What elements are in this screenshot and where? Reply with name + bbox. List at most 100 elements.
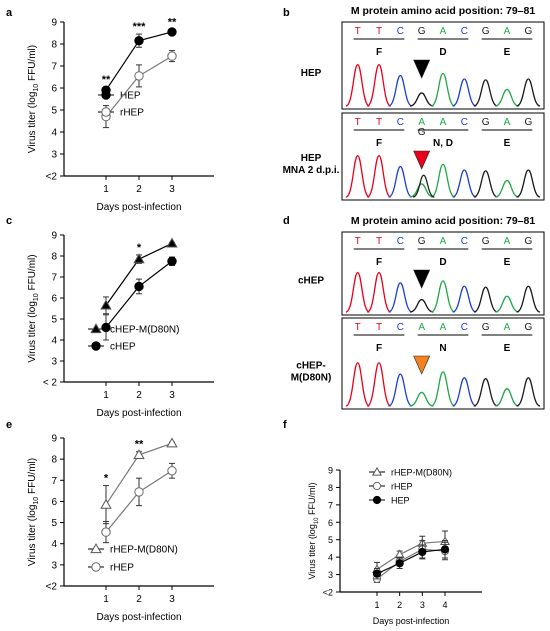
significance-marker: ** xyxy=(102,74,111,86)
trace-peak xyxy=(516,169,541,198)
base-call: T xyxy=(355,26,361,37)
x-axis-label: Days post-infection xyxy=(373,616,450,626)
series-cHEP xyxy=(101,256,177,341)
legend-marker xyxy=(90,543,102,554)
legend-label: cHEP-M(D80N) xyxy=(110,325,179,336)
sample-label: M(D80N) xyxy=(291,372,332,383)
y-tick-label: 8 xyxy=(51,252,57,263)
secondary-base-call: G xyxy=(418,127,426,138)
trace-peak xyxy=(495,88,519,107)
base-call: C xyxy=(461,236,468,247)
significance-marker: * xyxy=(137,242,142,254)
data-point xyxy=(133,449,145,460)
y-tick-label: 7 xyxy=(51,273,57,284)
base-call: C xyxy=(397,236,404,247)
chromatogram-panel-d: M protein amino acid position: 79–81 cHEP… xyxy=(291,215,545,410)
legend-marker xyxy=(90,323,102,334)
y-axis-label-part: Virus titer (log xyxy=(307,524,317,579)
y-tick-label: 9 xyxy=(328,466,333,476)
panel-label-c: c xyxy=(6,215,12,227)
y-axis-label-subscript: 10 xyxy=(33,84,40,92)
base-call: G xyxy=(524,236,532,247)
series-rHEP xyxy=(372,540,450,584)
legend-marker xyxy=(372,481,382,491)
amino-acid-label: D xyxy=(439,47,446,58)
data-point xyxy=(134,281,144,292)
y-tick-label: 6 xyxy=(51,294,57,305)
data-point xyxy=(134,36,144,46)
base-call: A xyxy=(504,117,511,128)
legend-label: cHEP xyxy=(110,342,136,353)
x-tick-label: 4 xyxy=(442,600,447,610)
series-line xyxy=(105,260,173,328)
data-point xyxy=(100,498,112,509)
trace-peak xyxy=(495,388,519,407)
y-tick-label: 7 xyxy=(51,476,57,487)
data-point xyxy=(440,545,450,554)
y-axis-label-part: FFU/ml) xyxy=(307,482,317,517)
base-call: A xyxy=(418,322,425,333)
amino-acid-label: D xyxy=(439,257,446,268)
y-axis-label-part: Virus titer (log xyxy=(27,301,38,363)
base-call: T xyxy=(376,26,382,37)
x-tick-label: 3 xyxy=(169,594,175,605)
series-line xyxy=(376,548,446,580)
base-call: G xyxy=(482,26,490,37)
trace-peak xyxy=(409,298,434,313)
y-tick-label: 7 xyxy=(328,500,333,510)
chromatogram-track: cHEP T T C G A C G A G F D E xyxy=(298,231,545,316)
legend-label: rHEP xyxy=(110,563,134,574)
y-tick-label: 4 xyxy=(51,336,57,347)
data-point xyxy=(167,51,177,61)
x-tick-label: 1 xyxy=(374,600,379,610)
amino-acid-label: F xyxy=(376,343,382,354)
y-tick-label: 7 xyxy=(51,62,57,73)
data-point xyxy=(134,487,144,497)
base-call: T xyxy=(355,322,361,333)
y-tick-label: < 2 xyxy=(43,378,58,389)
amino-acid-label: E xyxy=(504,257,511,268)
y-tick-label: 5 xyxy=(51,106,57,117)
chart-e: <2 3 4 5 6 7 8 9 1 2 3 Days post-infection Virus tit… xyxy=(27,434,214,623)
y-tick-label: 8 xyxy=(328,483,333,493)
mutation-arrow xyxy=(413,269,431,289)
base-call: G xyxy=(418,236,426,247)
trace-peak xyxy=(473,378,498,407)
trace-peak xyxy=(388,373,413,407)
sample-label: HEP xyxy=(301,68,322,79)
base-call: A xyxy=(418,117,425,128)
trace-peak xyxy=(495,295,519,313)
series-rHEP xyxy=(101,50,177,129)
base-call: G xyxy=(418,26,426,37)
sample-label: cHEP xyxy=(298,275,324,286)
trace-peak xyxy=(430,371,456,407)
data-point xyxy=(166,237,178,248)
amino-acid-label: F xyxy=(376,257,382,268)
sample-label: HEP xyxy=(301,153,322,164)
trace-peak xyxy=(452,78,477,107)
trace-peak xyxy=(345,64,371,107)
base-call: T xyxy=(376,322,382,333)
trace-peak xyxy=(345,271,370,313)
amino-acid-label: F xyxy=(376,47,382,58)
y-tick-label: 9 xyxy=(51,231,57,242)
trace-peak xyxy=(366,271,392,313)
panel-label-a: a xyxy=(6,7,13,19)
chromatogram-track: cHEP-M(D80N) T T C A A C G A G F N E xyxy=(291,317,545,410)
panel-label-d: d xyxy=(283,215,290,227)
base-call: A xyxy=(440,236,447,247)
legend-label: rHEP xyxy=(120,108,144,119)
base-call: A xyxy=(440,322,447,333)
series-line xyxy=(376,540,446,570)
significance-marker: *** xyxy=(133,21,147,33)
y-tick-label: 3 xyxy=(51,357,57,368)
trace-peak xyxy=(409,183,434,198)
y-tick-label: 5 xyxy=(51,518,57,529)
y-tick-label: 9 xyxy=(51,434,57,445)
base-call: A xyxy=(504,322,511,333)
y-axis-label: Virus titer (log10 FFU/ml) xyxy=(27,45,40,153)
sample-label: cHEP- xyxy=(296,360,325,371)
trace-peak xyxy=(516,377,541,407)
legend-label: rHEP xyxy=(391,482,413,492)
